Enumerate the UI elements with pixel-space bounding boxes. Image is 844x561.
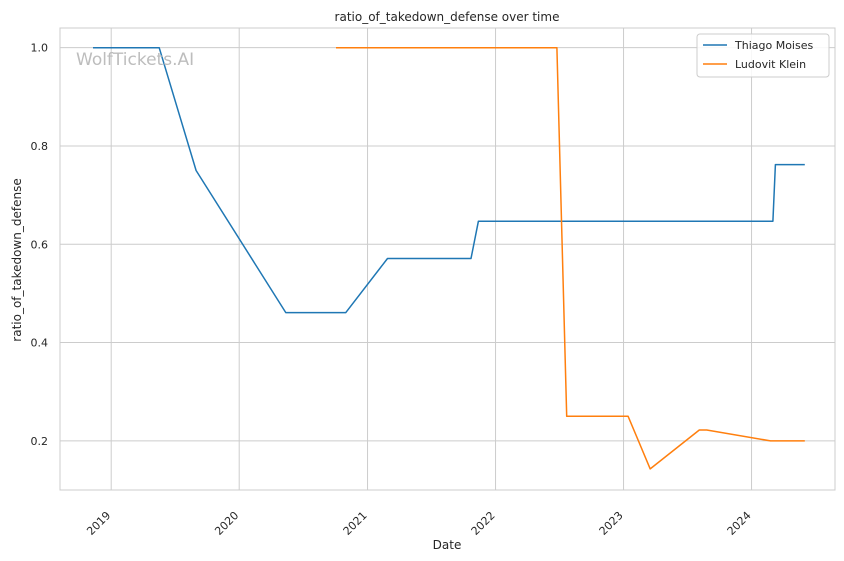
watermark-text: WolfTickets.AI [76,50,194,70]
y-axis-ticks: 0.2 0.4 0.6 0.8 1.0 [31,42,49,448]
y-axis-label: ratio_of_takedown_defense [10,178,24,341]
y-tick-label: 0.6 [31,238,49,251]
legend-label: Thiago Moises [734,39,813,52]
series-line-2 [336,46,805,470]
y-tick-label: 0.2 [31,435,49,448]
legend: Thiago Moises Ludovit Klein [696,33,830,78]
series-layer [93,46,805,470]
chart-title: ratio_of_takedown_defense over time [335,10,560,24]
y-tick-label: 1.0 [31,42,49,55]
y-tick-label: 0.8 [31,140,49,153]
legend-box [696,33,830,78]
plot-frame [59,27,836,491]
series-line-1 [93,46,805,314]
x-axis-label: Date [433,538,462,552]
y-tick-label: 0.4 [31,337,49,350]
legend-label: Ludovit Klein [735,58,806,71]
